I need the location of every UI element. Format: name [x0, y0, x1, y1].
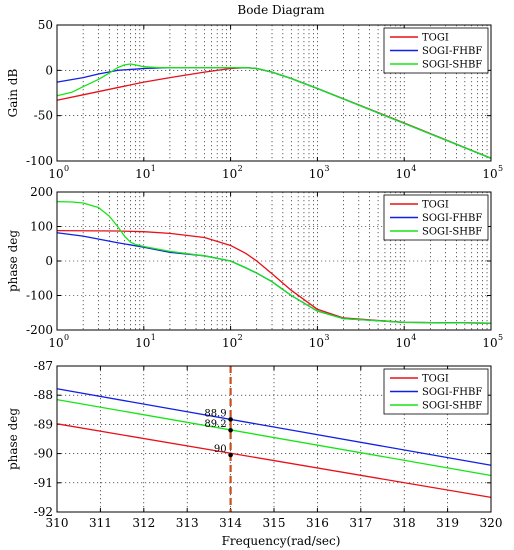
x-tick-exponent: 3 [324, 333, 329, 342]
legend-entry: SOGI-SHBF [422, 60, 482, 71]
series-line-togi [56, 423, 492, 499]
y-tick-label: -100 [26, 289, 53, 303]
x-tick-label: 10 [48, 167, 63, 181]
x-tick-label: 316 [306, 516, 329, 530]
x-tick-label: 315 [263, 516, 286, 530]
x-tick-exponent: 2 [238, 333, 243, 342]
x-tick-exponent: 0 [64, 164, 69, 173]
x-tick-label: 318 [393, 516, 416, 530]
x-tick-label: 314 [219, 516, 242, 530]
x-tick-label: 10 [482, 167, 497, 181]
x-tick-label: 317 [349, 516, 372, 530]
series-line-sogi-fhbf [56, 388, 492, 466]
y-tick-label: -92 [34, 505, 53, 519]
legend-entry: SOGI-SHBF [422, 227, 482, 238]
y-tick-label: 0 [45, 254, 53, 268]
y-tick-label: -89 [34, 417, 53, 431]
y-tick-label: -200 [26, 323, 53, 337]
y-tick-label: -91 [34, 476, 53, 490]
annotation-point [228, 427, 233, 433]
legend-entry: SOGI-FHBF [422, 387, 482, 398]
series-line-togi [56, 229, 492, 324]
legend: TOGI SOGI-FHBF SOGI-SHBF [383, 368, 489, 415]
annotation-label: 89.2 [204, 419, 226, 430]
y-tick-label: -90 [34, 447, 53, 461]
x-tick-label: 10 [222, 336, 237, 350]
y-axis-label: Gain dB [6, 69, 20, 118]
x-tick-label: 10 [222, 167, 237, 181]
x-tick-label: 319 [436, 516, 459, 530]
x-tick-exponent: 2 [238, 164, 243, 173]
legend: TOGI SOGI-FHBF SOGI-SHBF [383, 194, 489, 241]
x-tick-exponent: 4 [411, 164, 416, 173]
legend-entry: TOGI [422, 200, 449, 211]
x-tick-label: 10 [396, 336, 411, 350]
y-axis-label: phase deg [6, 230, 20, 292]
y-tick-label: 50 [38, 18, 53, 32]
y-tick-label: -50 [34, 109, 53, 123]
y-tick-label: -87 [34, 359, 53, 373]
x-tick-exponent: 5 [498, 333, 503, 342]
x-tick-label: 311 [89, 516, 112, 530]
plot-frame [56, 191, 492, 331]
y-tick-label: 200 [30, 185, 53, 199]
annotation-point [228, 417, 233, 422]
y-tick-label: -88 [34, 388, 53, 402]
legend-box [383, 368, 489, 415]
x-axis-label: Frequency(rad/sec) [222, 534, 341, 548]
x-tick-exponent: 1 [151, 164, 156, 173]
series-line-sogi-shbf [56, 63, 492, 159]
legend-entry: TOGI [422, 33, 449, 44]
x-tick-label: 10 [135, 336, 150, 350]
y-axis-label: phase deg [6, 408, 20, 470]
plot-frame [56, 24, 492, 162]
legend-entry: SOGI-FHBF [422, 213, 482, 224]
x-tick-label: 10 [482, 336, 497, 350]
series-line-sogi-shbf [56, 398, 492, 477]
x-tick-label: 10 [48, 336, 63, 350]
x-tick-label: 10 [135, 167, 150, 181]
x-tick-exponent: 0 [64, 333, 69, 342]
figure-title: Bode Diagram [237, 3, 325, 17]
x-tick-label: 10 [309, 336, 324, 350]
x-tick-label: 10 [396, 167, 411, 181]
annotation-label: 90 [214, 444, 227, 455]
y-tick-label: -100 [26, 154, 53, 168]
x-tick-label: 10 [309, 167, 324, 181]
annotation-point [228, 452, 233, 458]
x-tick-label: 310 [46, 516, 69, 530]
legend-entry: TOGI [422, 374, 449, 385]
legend-entry: SOGI-FHBF [422, 46, 482, 57]
y-tick-label: 0 [45, 63, 53, 77]
x-tick-exponent: 5 [498, 164, 503, 173]
plot-frame [56, 365, 492, 513]
x-tick-exponent: 4 [411, 333, 416, 342]
x-tick-label: 312 [132, 516, 155, 530]
x-tick-exponent: 3 [324, 164, 329, 173]
x-tick-label: 320 [480, 516, 503, 530]
legend: TOGI SOGI-FHBF SOGI-SHBF [383, 27, 489, 74]
legend-entry: SOGI-SHBF [422, 401, 482, 412]
annotation-label: 88.9 [204, 408, 226, 419]
x-tick-label: 313 [176, 516, 199, 530]
y-tick-label: 100 [30, 220, 53, 234]
x-tick-exponent: 1 [151, 333, 156, 342]
series-line-sogi-shbf [56, 201, 492, 324]
